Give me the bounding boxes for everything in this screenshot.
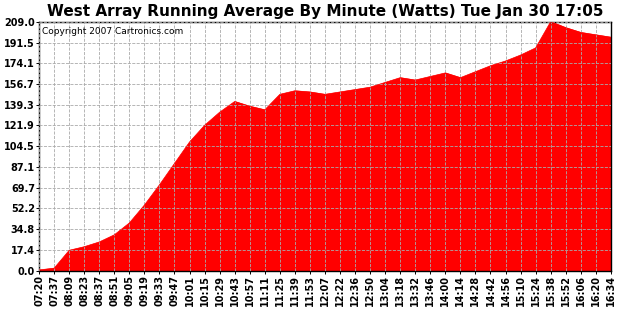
Title: West Array Running Average By Minute (Watts) Tue Jan 30 17:05: West Array Running Average By Minute (Wa… (46, 4, 603, 19)
Text: Copyright 2007 Cartronics.com: Copyright 2007 Cartronics.com (42, 27, 183, 36)
